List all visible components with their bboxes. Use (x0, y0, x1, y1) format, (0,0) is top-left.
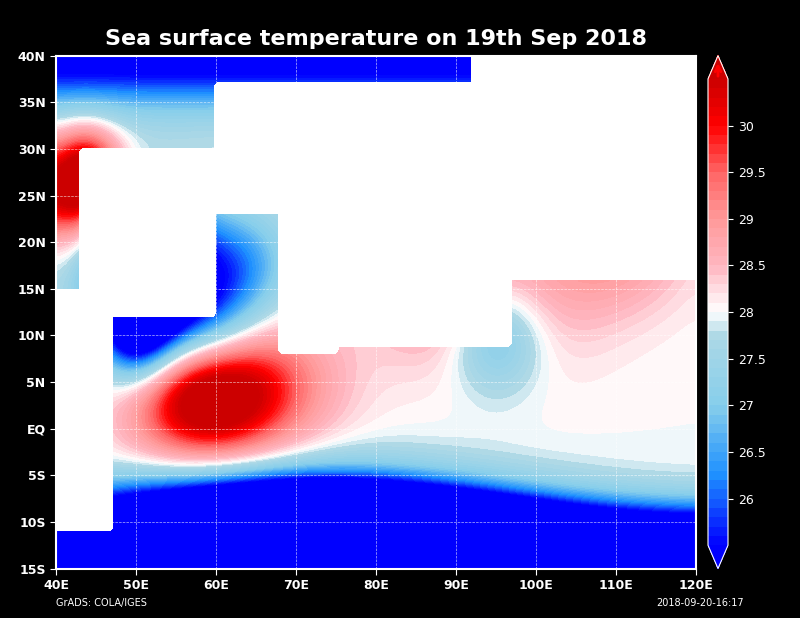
Text: 2018-09-20-16:17: 2018-09-20-16:17 (656, 598, 744, 607)
Title: Sea surface temperature on 19th Sep 2018: Sea surface temperature on 19th Sep 2018 (105, 28, 647, 48)
Text: GrADS: COLA/IGES: GrADS: COLA/IGES (56, 598, 147, 607)
PathPatch shape (708, 56, 728, 79)
PathPatch shape (708, 545, 728, 569)
